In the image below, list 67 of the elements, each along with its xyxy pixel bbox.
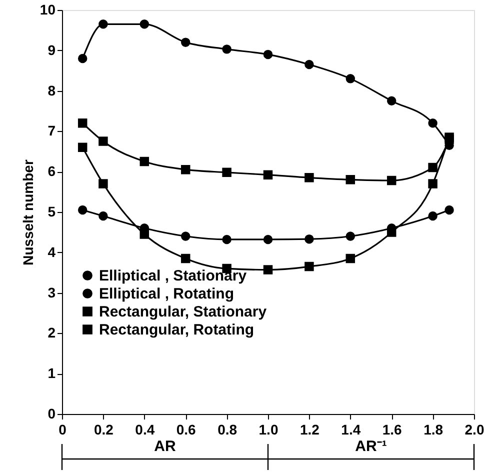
- point: [180, 164, 190, 174]
- legend-label: Elliptical , Stationary: [99, 268, 248, 284]
- point: [386, 96, 396, 106]
- x-tick-label: 1.8: [424, 422, 444, 438]
- y-tick-label: 4: [48, 244, 56, 260]
- point: [386, 228, 396, 237]
- y-tick-label: 8: [48, 82, 56, 98]
- point: [304, 262, 314, 272]
- point: [304, 60, 314, 70]
- point: [346, 175, 356, 184]
- point: [263, 265, 273, 274]
- x-tick-label: 2.0: [464, 422, 484, 438]
- point: [98, 20, 108, 29]
- point: [78, 205, 88, 215]
- y-axis-title: Nusselt number: [20, 159, 36, 266]
- point: [428, 118, 438, 128]
- x-tick-label: 1.2: [300, 422, 320, 438]
- y-tick-label: 10: [40, 2, 56, 18]
- legend-label: Rectangular, Rotating: [99, 322, 254, 338]
- point: [140, 156, 150, 166]
- point: [78, 142, 88, 152]
- point: [180, 38, 190, 47]
- point: [346, 254, 356, 264]
- y-tick-label: 6: [48, 163, 56, 180]
- point: [98, 211, 108, 221]
- point: [98, 136, 108, 146]
- legend-label: Rectangular, Stationary: [99, 304, 268, 320]
- point: [78, 54, 88, 64]
- legend-label: Elliptical , Rotating: [99, 286, 234, 302]
- point: [263, 50, 273, 60]
- point: [180, 254, 190, 264]
- y-tick-label: 1: [48, 365, 56, 382]
- point: [98, 179, 108, 188]
- x-tick-label: 0.6: [176, 422, 196, 438]
- x-tick-label: 0.2: [94, 422, 114, 438]
- y-tick-label: 5: [48, 204, 56, 220]
- point: [346, 232, 356, 241]
- text: AR: [154, 438, 176, 455]
- point: [78, 118, 88, 128]
- y-tick-label: 0: [48, 406, 56, 422]
- y-tick-label: 9: [48, 42, 56, 58]
- point: [222, 44, 232, 54]
- x-tick-label: 0: [58, 422, 67, 438]
- x-tick-label: 1.0: [258, 422, 278, 438]
- point: [222, 168, 232, 178]
- point: [386, 176, 396, 186]
- point: [140, 230, 150, 239]
- point: [263, 170, 273, 180]
- point: [304, 234, 314, 244]
- x-tick-label: 0.4: [135, 422, 155, 438]
- y-tick-label: 3: [48, 284, 56, 300]
- x-tick-label: 0.8: [218, 422, 238, 438]
- point: [428, 211, 438, 221]
- y-tick-label: 7: [48, 122, 56, 139]
- text: AR⁻¹: [355, 438, 387, 455]
- point: [140, 20, 150, 29]
- point: [180, 232, 190, 241]
- point: [222, 234, 232, 244]
- point: [304, 173, 314, 182]
- point: [263, 234, 273, 244]
- point: [346, 74, 356, 84]
- x-tick-label: 1.4: [341, 422, 361, 438]
- y-tick-label: 2: [48, 324, 56, 341]
- x-tick-label: 1.6: [382, 422, 402, 438]
- point: [444, 205, 454, 215]
- point: [428, 162, 438, 172]
- point: [428, 179, 438, 188]
